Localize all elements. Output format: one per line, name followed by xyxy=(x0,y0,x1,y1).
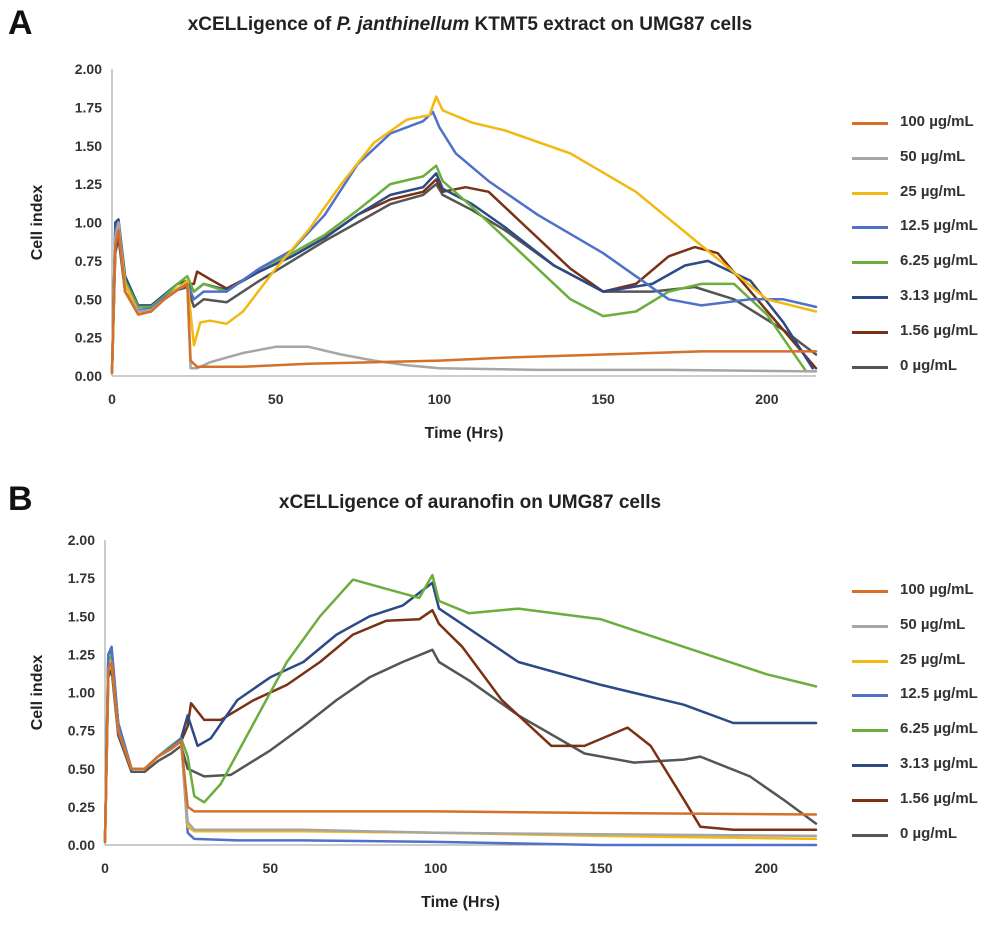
series-line xyxy=(103,660,818,844)
legend-swatch xyxy=(852,156,888,160)
y-tick-label: 1.00 xyxy=(68,685,95,701)
legend-label: 1.56 µg/mL xyxy=(900,321,978,339)
legend-swatch xyxy=(852,659,888,663)
legend-swatch xyxy=(852,261,888,265)
legend-label: 50 µg/mL xyxy=(900,147,966,165)
x-axis-title: Time (Hrs) xyxy=(421,894,500,911)
chart-title: xCELLigence of P. janthinellum KTMT5 ext… xyxy=(110,14,830,36)
legend-swatch xyxy=(852,798,888,802)
x-axis-title: Time (Hrs) xyxy=(425,425,504,442)
legend-swatch xyxy=(852,122,888,125)
x-tick-label: 0 xyxy=(101,860,109,876)
legend-swatch xyxy=(852,694,888,698)
title-part-italic: P. janthinellum xyxy=(336,14,470,35)
panel-letter: B xyxy=(8,480,33,518)
y-tick-label: 1.75 xyxy=(68,570,95,586)
x-tick-label: 50 xyxy=(263,860,279,876)
legend-label: 100 µg/mL xyxy=(900,581,974,598)
y-tick-label: 0.25 xyxy=(68,799,95,815)
legend-label: 50 µg/mL xyxy=(900,615,966,633)
y-tick-label: 0.25 xyxy=(75,330,102,346)
series-group xyxy=(103,573,818,847)
x-tick-label: 150 xyxy=(589,860,613,876)
panel-b: B xCELLigence of auranofin on UMG87 cell… xyxy=(0,470,1000,927)
legend-label: 12.5 µg/mL xyxy=(900,685,978,703)
legend-swatch xyxy=(852,365,888,369)
legend-swatch xyxy=(852,191,888,195)
x-tick-label: 100 xyxy=(424,860,448,876)
y-tick-label: 1.75 xyxy=(75,99,102,115)
legend-label: 6.25 µg/mL xyxy=(900,720,978,738)
legend-label: 1.56 µg/mL xyxy=(900,789,978,807)
legend-swatch xyxy=(852,226,888,230)
y-tick-label: 0.00 xyxy=(68,837,95,853)
legend-swatch xyxy=(852,763,888,767)
series-line xyxy=(103,581,818,844)
y-axis-title: Cell index xyxy=(29,185,46,261)
x-tick-label: 50 xyxy=(268,391,284,407)
legend-label: 3.13 µg/mL xyxy=(900,754,978,772)
panel-letter: A xyxy=(8,4,33,42)
y-tick-label: 0.50 xyxy=(75,291,102,307)
y-tick-label: 0.75 xyxy=(75,253,102,269)
y-tick-label: 2.00 xyxy=(68,532,95,548)
title-part: xCELLigence of auranofin on UMG87 cells xyxy=(278,492,662,513)
series-line xyxy=(110,182,818,375)
series-line xyxy=(110,164,808,375)
x-tick-label: 0 xyxy=(108,391,116,407)
series-line xyxy=(103,573,818,844)
legend-swatch xyxy=(852,729,888,733)
series-line xyxy=(110,110,818,375)
legend-label: 100 µg/mL xyxy=(900,113,974,130)
y-tick-label: 2.00 xyxy=(75,61,102,77)
y-tick-label: 0.50 xyxy=(68,761,95,777)
legend-label: 25 µg/mL xyxy=(900,650,966,668)
line-chart-b: 0.00 0.25 0.50 0.75 1.00 1.25 1.50 1.75 2.00 0 50 1… xyxy=(29,532,818,911)
legend-label: 0 µg/mL xyxy=(900,824,957,842)
legend-swatch xyxy=(852,330,888,334)
series-line xyxy=(103,608,818,844)
legend-swatch xyxy=(852,295,888,299)
title-part: KTMT5 extract on UMG87 cells xyxy=(469,14,753,35)
series-line xyxy=(110,95,818,375)
line-chart-a: 0.00 0.25 0.50 0.75 1.00 1.25 1.50 1.75 2.00 0 50 1… xyxy=(29,61,818,442)
panel-a: A xCELLigence of P. janthinellum KTMT5 e… xyxy=(0,0,1000,457)
x-tick-label: 150 xyxy=(591,391,615,407)
legend-swatch xyxy=(852,833,888,837)
y-tick-label: 1.50 xyxy=(68,608,95,624)
y-tick-label: 1.50 xyxy=(75,138,102,154)
y-tick-label: 0.00 xyxy=(75,368,102,384)
legend-label: 3.13 µg/mL xyxy=(900,286,978,304)
series-line xyxy=(110,228,818,375)
y-tick-label: 1.25 xyxy=(75,176,102,192)
legend-label: 6.25 µg/mL xyxy=(900,252,978,270)
y-tick-label: 1.25 xyxy=(68,646,95,662)
series-line xyxy=(110,172,814,375)
chart-title: xCELLigence of auranofin on UMG87 cells xyxy=(110,492,830,514)
legend-label: 12.5 µg/mL xyxy=(900,217,978,235)
y-axis-title: Cell index xyxy=(29,655,46,731)
y-tick-label: 1.00 xyxy=(75,215,102,231)
legend-label: 0 µg/mL xyxy=(900,356,957,374)
legend-swatch xyxy=(852,624,888,628)
series-line xyxy=(110,178,818,375)
x-tick-label: 100 xyxy=(428,391,452,407)
x-tick-label: 200 xyxy=(755,391,779,407)
series-group xyxy=(110,95,818,375)
legend-swatch xyxy=(852,590,888,593)
legend-label: 25 µg/mL xyxy=(900,182,966,200)
title-part: xCELLigence of xyxy=(187,14,337,35)
y-tick-label: 0.75 xyxy=(68,723,95,739)
x-tick-label: 200 xyxy=(755,860,779,876)
